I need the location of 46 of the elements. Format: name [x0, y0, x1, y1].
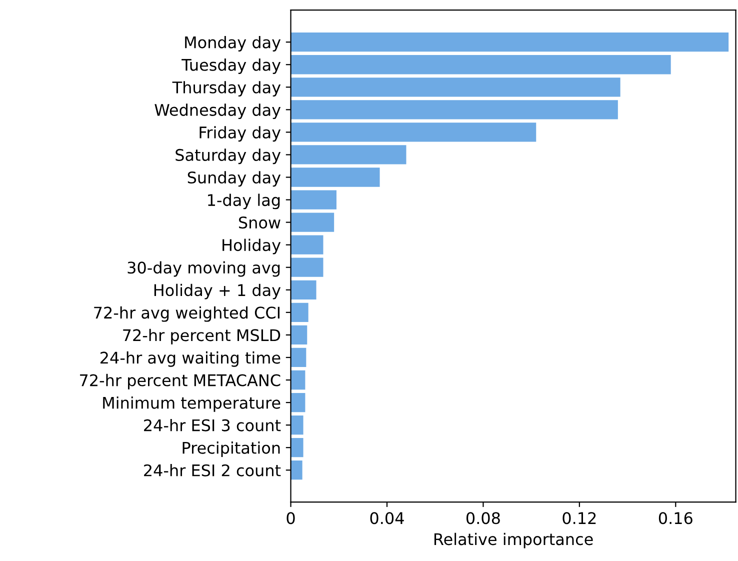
bar — [290, 348, 306, 368]
bar — [290, 78, 620, 97]
x-tick-label: 0.12 — [562, 512, 596, 524]
bar — [290, 168, 380, 187]
bar — [290, 325, 308, 345]
y-tick-label: Minimum temperature — [103, 396, 280, 412]
y-tick-label: 72-hr percent METACANC — [80, 374, 280, 390]
bar — [290, 415, 304, 435]
y-tick-label: 72-hr avg weighted CCI — [94, 306, 280, 322]
bar — [290, 145, 406, 164]
x-tick-label: 0.04 — [370, 512, 404, 524]
y-tick-label: Friday day — [200, 126, 281, 142]
y-tick-label: 24-hr ESI 2 count — [144, 464, 281, 476]
y-tick-label: 24-hr avg waiting time — [100, 351, 280, 367]
bar — [290, 32, 729, 52]
y-tick-label: Holiday + 1 day — [154, 284, 281, 300]
x-tick-label: 0.08 — [466, 512, 500, 524]
bar — [290, 100, 618, 120]
bar — [290, 438, 304, 458]
y-tick-label: Sunday day — [188, 171, 281, 187]
y-tick-label: Wednesday day — [154, 104, 281, 120]
y-tick-label: 30-day moving avg — [128, 261, 280, 277]
bar — [290, 392, 306, 412]
y-tick-label: Precipitation — [182, 442, 280, 457]
bar — [290, 460, 302, 480]
x-tick-label: 0.16 — [658, 512, 692, 524]
bar — [290, 258, 324, 277]
bar — [290, 55, 671, 74]
y-tick-label: Holiday — [222, 238, 281, 254]
bar — [290, 280, 316, 300]
y-tick-label: Saturday day — [176, 148, 281, 164]
bar — [290, 235, 324, 254]
x-tick-label: 0 — [286, 512, 295, 524]
bar — [290, 212, 334, 232]
y-tick-label: Tuesday day — [182, 58, 281, 74]
bar — [290, 190, 336, 210]
bar — [290, 122, 536, 142]
bar — [290, 370, 306, 390]
y-tick-label: 24-hr ESI 3 count — [144, 418, 281, 432]
x-axis-title: Relative importance — [434, 532, 593, 548]
y-tick-label: Monday day — [185, 36, 281, 52]
y-tick-label: 1-day lag — [208, 194, 280, 210]
bar — [290, 302, 308, 322]
y-tick-label: Snow — [239, 216, 280, 229]
y-tick-label: 72-hr percent MSLD — [123, 328, 280, 344]
y-tick-label: Thursday day — [172, 81, 281, 97]
